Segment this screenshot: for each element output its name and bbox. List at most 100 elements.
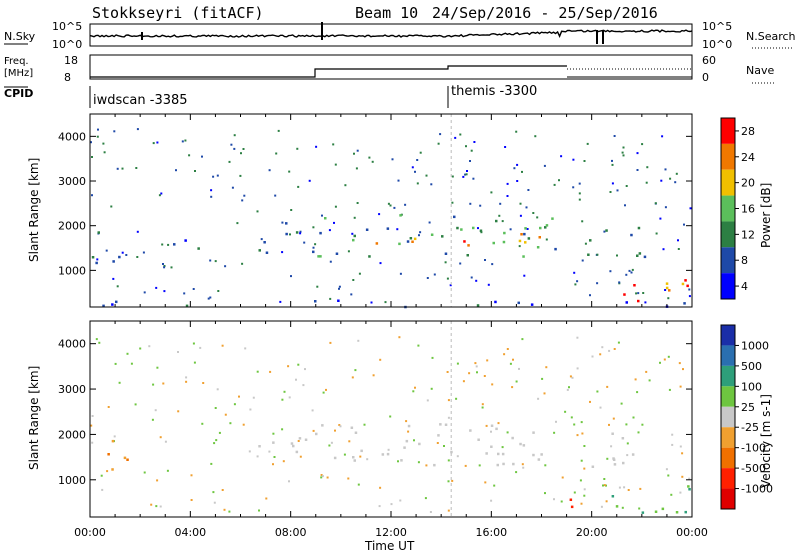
- time-tick-label: 12:00: [375, 526, 407, 539]
- heatmap-cell: [591, 355, 594, 358]
- heatmap-cell: [398, 336, 401, 339]
- heatmap-cell: [447, 399, 450, 402]
- heatmap-cell: [272, 432, 275, 435]
- heatmap-cell: [599, 406, 602, 409]
- heatmap-cell: [281, 221, 284, 224]
- heatmap-cell: [143, 291, 146, 294]
- heatmap-cell: [447, 480, 450, 483]
- heatmap-cell: [554, 247, 557, 251]
- heatmap-cell: [320, 476, 323, 479]
- heatmap-cell: [136, 256, 139, 258]
- freq-unit-label: [MHz]: [4, 68, 33, 79]
- heatmap-cell: [352, 279, 355, 281]
- colorbar-tick-label: 500: [741, 360, 762, 373]
- heatmap-cell: [231, 186, 234, 189]
- heatmap-cell: [429, 511, 432, 513]
- nsearch-tick-bottom: 10^0: [702, 38, 732, 51]
- heatmap-cell: [354, 431, 358, 434]
- heatmap-cell: [256, 370, 259, 373]
- heatmap-cell: [399, 499, 402, 502]
- nsearch-tick-top: 10^5: [702, 20, 732, 33]
- heatmap-cell: [566, 388, 569, 391]
- heatmap-cell: [637, 226, 641, 230]
- heatmap-cell: [511, 386, 514, 389]
- heatmap-cell: [689, 207, 692, 210]
- nave-label: Nave: [746, 64, 774, 77]
- heatmap-cell: [274, 194, 277, 197]
- time-tick-label: 00:00: [74, 526, 106, 539]
- heatmap-cell: [290, 209, 293, 211]
- heatmap-cell: [352, 238, 355, 242]
- heatmap-cell: [605, 229, 608, 232]
- heatmap-cell: [312, 226, 315, 229]
- heatmap-cell: [96, 135, 99, 138]
- heatmap-cell: [113, 130, 116, 133]
- heatmap-cell: [580, 459, 583, 462]
- heatmap-cell: [467, 244, 470, 247]
- heatmap-cell: [312, 246, 315, 249]
- cpid-segment-1: iwdscan -3385: [93, 93, 188, 108]
- heatmap-cell: [290, 442, 294, 445]
- heatmap-cell: [249, 408, 252, 411]
- heatmap-cell: [344, 184, 347, 187]
- heatmap-cell: [230, 143, 233, 146]
- heatmap-cell: [150, 503, 153, 506]
- heatmap-cell: [163, 290, 166, 293]
- heatmap-cell: [490, 191, 493, 194]
- time-tick-label: 00:00: [676, 526, 708, 539]
- heatmap-cell: [495, 427, 498, 431]
- heatmap-cell: [580, 502, 583, 505]
- heatmap-cell: [616, 189, 619, 192]
- heatmap-cell: [134, 403, 137, 406]
- heatmap-cell: [184, 239, 187, 242]
- heatmap-cell: [241, 262, 244, 265]
- heatmap-cell: [596, 390, 599, 393]
- heatmap-cell: [668, 289, 671, 292]
- heatmap-cell: [170, 266, 173, 269]
- heatmap-cell: [636, 152, 639, 155]
- heatmap-cell: [537, 458, 541, 461]
- heatmap-cell: [111, 303, 114, 306]
- heatmap-cell: [399, 214, 402, 217]
- heatmap-cell: [637, 431, 640, 434]
- heatmap-cell: [622, 146, 625, 149]
- heatmap-cell: [517, 301, 520, 305]
- heatmap-cell: [645, 181, 648, 184]
- colorbar-tick-label: -100: [741, 442, 766, 455]
- cpid-segment-2: themis -3300: [451, 84, 537, 99]
- heatmap-cell: [353, 459, 356, 462]
- heatmap-cell: [589, 294, 591, 297]
- heatmap-cell: [339, 425, 342, 428]
- heatmap-cell: [478, 464, 481, 467]
- heatmap-cell: [636, 169, 639, 171]
- heatmap-cell: [543, 164, 546, 167]
- heatmap-cell: [466, 170, 468, 172]
- heatmap-cell: [484, 259, 486, 261]
- heatmap-cell: [418, 442, 421, 446]
- heatmap-cell: [441, 235, 444, 238]
- heatmap-cell: [112, 277, 115, 280]
- heatmap-cell: [372, 374, 375, 377]
- heatmap-cell: [504, 146, 507, 148]
- velocity-colorbar: 1000 500 100 25 -25 -100 -500 -1000: [720, 324, 773, 510]
- heatmap-cell: [183, 292, 186, 295]
- heatmap-cell: [623, 293, 626, 296]
- heatmap-cell: [506, 182, 509, 185]
- heatmap-cell: [335, 252, 339, 255]
- heatmap-cell: [669, 177, 672, 180]
- heatmap-cell: [632, 416, 635, 419]
- heatmap-cell: [350, 426, 354, 429]
- heatmap-cell: [664, 206, 667, 209]
- heatmap-cell: [96, 258, 99, 261]
- heatmap-cell: [634, 378, 637, 381]
- colorbar-swatch: [721, 386, 735, 407]
- power-cells: [90, 114, 692, 309]
- heatmap-cell: [393, 206, 396, 209]
- heatmap-cell: [288, 170, 291, 173]
- colorbar-tick-label: 4: [741, 280, 748, 293]
- heatmap-cell: [479, 204, 482, 207]
- heatmap-cell: [684, 510, 687, 514]
- heatmap-cell: [540, 453, 543, 456]
- time-tick-label: 04:00: [174, 526, 206, 539]
- heatmap-cell: [356, 149, 359, 152]
